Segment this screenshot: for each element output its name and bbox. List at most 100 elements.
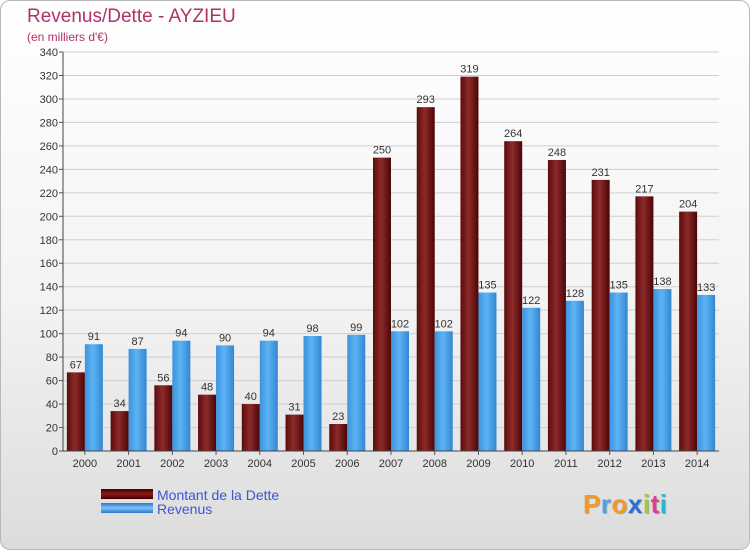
- data-label-debt: 248: [548, 147, 566, 159]
- data-label-revenue: 91: [88, 331, 100, 343]
- y-tick-label: 100: [40, 329, 58, 341]
- y-tick-label: 240: [40, 164, 58, 176]
- data-label-debt: 67: [70, 359, 82, 371]
- bar-revenue: [216, 345, 235, 451]
- bar-revenue: [434, 331, 453, 451]
- data-label-debt: 40: [245, 391, 257, 403]
- y-tick-label: 340: [40, 47, 58, 59]
- logo-letter: i: [659, 489, 668, 519]
- bar-revenue: [172, 340, 191, 451]
- bar-debt: [547, 159, 566, 451]
- bar-revenue: [522, 307, 541, 451]
- x-tick-label: 2007: [379, 458, 403, 470]
- data-label-revenue: 94: [263, 328, 275, 340]
- bar-debt: [241, 404, 260, 451]
- data-label-revenue: 94: [175, 328, 187, 340]
- x-tick-label: 2010: [510, 458, 534, 470]
- y-tick-label: 20: [46, 423, 58, 435]
- y-tick-label: 300: [40, 94, 58, 106]
- y-tick-label: 320: [40, 70, 58, 82]
- logo-letter: r: [600, 489, 612, 519]
- bar-debt: [198, 394, 217, 451]
- bar-debt: [110, 411, 129, 451]
- legend-label-debt: Montant de la Dette: [157, 487, 280, 503]
- data-label-debt: 264: [504, 128, 522, 140]
- y-tick-label: 60: [46, 376, 58, 388]
- bar-debt: [373, 157, 391, 451]
- data-label-revenue: 90: [219, 332, 231, 344]
- bar-revenue: [697, 294, 716, 451]
- data-label-debt: 204: [679, 199, 697, 211]
- data-label-debt: 31: [288, 402, 300, 414]
- bar-debt: [329, 424, 348, 451]
- data-label-debt: 231: [591, 167, 609, 179]
- data-label-debt: 319: [460, 64, 478, 76]
- x-tick-label: 2005: [291, 458, 315, 470]
- bar-revenue: [391, 331, 409, 451]
- bar-debt: [460, 76, 479, 452]
- y-tick-label: 200: [40, 211, 58, 223]
- data-label-debt: 34: [113, 398, 125, 410]
- x-tick-label: 2003: [204, 458, 228, 470]
- x-tick-label: 2014: [685, 458, 709, 470]
- legend-label-revenue: Revenus: [157, 501, 213, 517]
- bar-revenue: [128, 348, 147, 451]
- data-label-revenue: 133: [697, 282, 715, 294]
- logo-letter: o: [611, 489, 628, 519]
- legend-swatch-debt: [101, 489, 153, 499]
- x-tick-label: 2008: [422, 458, 446, 470]
- data-label-revenue: 102: [391, 318, 409, 330]
- x-tick-label: 2001: [116, 458, 140, 470]
- x-tick-label: 2013: [641, 458, 665, 470]
- data-label-revenue: 135: [609, 280, 627, 292]
- y-tick-label: 40: [46, 399, 58, 411]
- bar-debt: [154, 385, 173, 451]
- x-tick-label: 2002: [160, 458, 184, 470]
- bar-debt: [285, 414, 304, 451]
- bar-debt: [679, 211, 698, 451]
- bar-debt: [591, 179, 610, 451]
- data-label-debt: 23: [332, 411, 344, 423]
- data-label-debt: 217: [635, 183, 653, 195]
- x-tick-label: 2006: [335, 458, 359, 470]
- logo-letter: t: [650, 489, 660, 519]
- y-tick-label: 260: [40, 141, 58, 153]
- bar-debt: [635, 196, 654, 451]
- bar-revenue: [565, 300, 584, 451]
- bar-debt: [504, 141, 523, 451]
- y-tick-label: 180: [40, 235, 58, 247]
- chart-title: Revenus/Dette - AYZIEU: [27, 6, 236, 27]
- data-label-debt: 48: [201, 382, 213, 394]
- bar-revenue: [478, 292, 497, 451]
- y-tick-label: 0: [52, 446, 58, 458]
- data-label-revenue: 102: [435, 318, 453, 330]
- bar-revenue: [84, 344, 103, 451]
- y-tick-label: 280: [40, 117, 58, 129]
- bar-revenue: [609, 292, 628, 451]
- legend-swatch-revenue: [101, 503, 153, 513]
- x-tick-label: 2000: [73, 458, 97, 470]
- data-label-revenue: 138: [653, 276, 671, 288]
- data-label-debt: 250: [373, 145, 391, 157]
- bar-debt: [416, 107, 435, 451]
- data-label-revenue: 98: [306, 323, 318, 335]
- logo-letter: x: [627, 489, 643, 519]
- y-tick-label: 80: [46, 352, 58, 364]
- data-label-revenue: 135: [478, 280, 496, 292]
- x-tick-label: 2009: [466, 458, 490, 470]
- bar-revenue: [259, 340, 278, 451]
- data-label-debt: 293: [417, 94, 435, 106]
- chart-subtitle: (en milliers d'€): [27, 30, 108, 44]
- data-label-revenue: 122: [522, 295, 540, 307]
- bar-revenue: [653, 289, 672, 451]
- logo-letter: P: [583, 489, 601, 519]
- proxiti-logo: Proxiti: [583, 489, 667, 520]
- y-tick-label: 160: [40, 258, 58, 270]
- y-tick-label: 220: [40, 188, 58, 200]
- y-tick-label: 120: [40, 305, 58, 317]
- bar-debt: [66, 372, 85, 451]
- bar-revenue: [347, 334, 366, 451]
- data-label-revenue: 99: [350, 322, 362, 334]
